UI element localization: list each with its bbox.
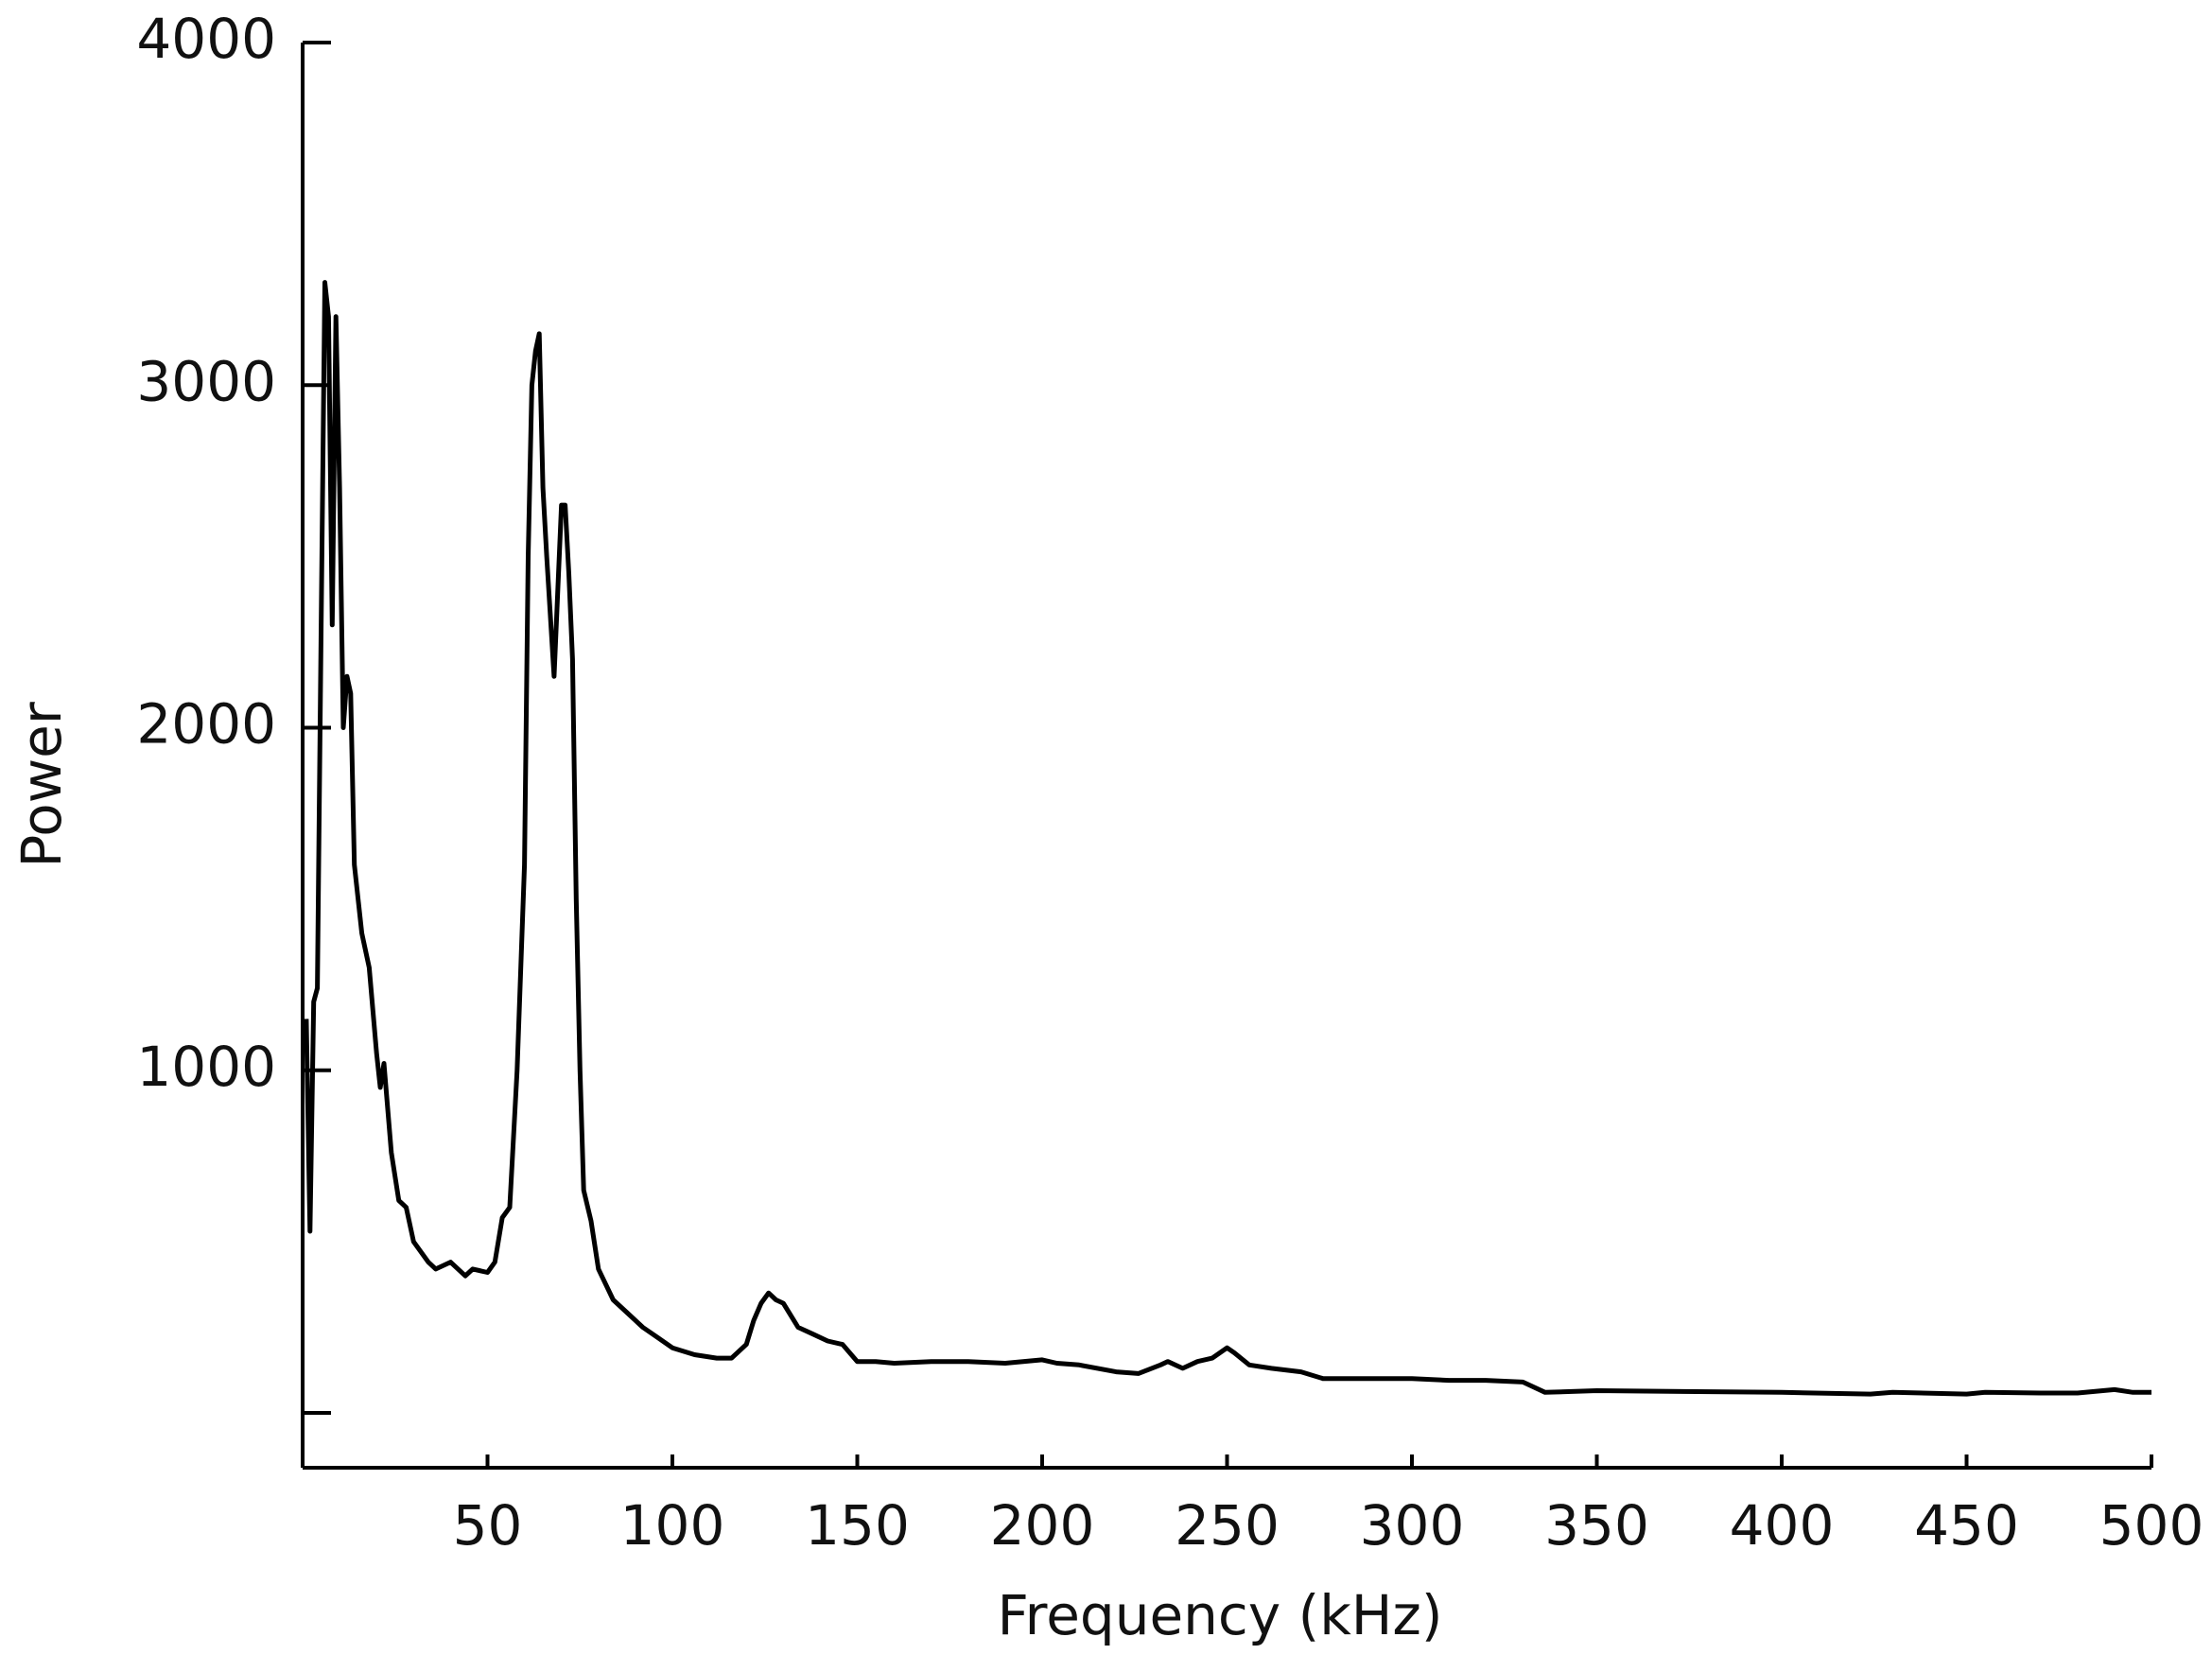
y-axis-title: Power: [9, 702, 74, 868]
y-tick-label: 3000: [136, 349, 276, 413]
x-tick-label: 350: [1544, 1493, 1649, 1558]
x-axis-title: Frequency (kHz): [998, 1583, 1443, 1647]
x-tick-label: 250: [1175, 1493, 1280, 1558]
x-tick-label: 500: [2099, 1493, 2204, 1558]
x-tick-label: 450: [1914, 1493, 2019, 1558]
line-series: [304, 280, 2151, 1397]
x-tick-label: 50: [453, 1493, 523, 1558]
x-tick-label: 100: [620, 1493, 725, 1558]
x-tick-label: 150: [805, 1493, 910, 1558]
x-tick-label: 200: [990, 1493, 1095, 1558]
y-tick-label: 2000: [136, 692, 276, 757]
x-tick-label: 400: [1730, 1493, 1835, 1558]
x-tick-label: 300: [1360, 1493, 1465, 1558]
y-tick-label: 1000: [136, 1035, 276, 1099]
y-tick-label: 4000: [136, 7, 276, 71]
